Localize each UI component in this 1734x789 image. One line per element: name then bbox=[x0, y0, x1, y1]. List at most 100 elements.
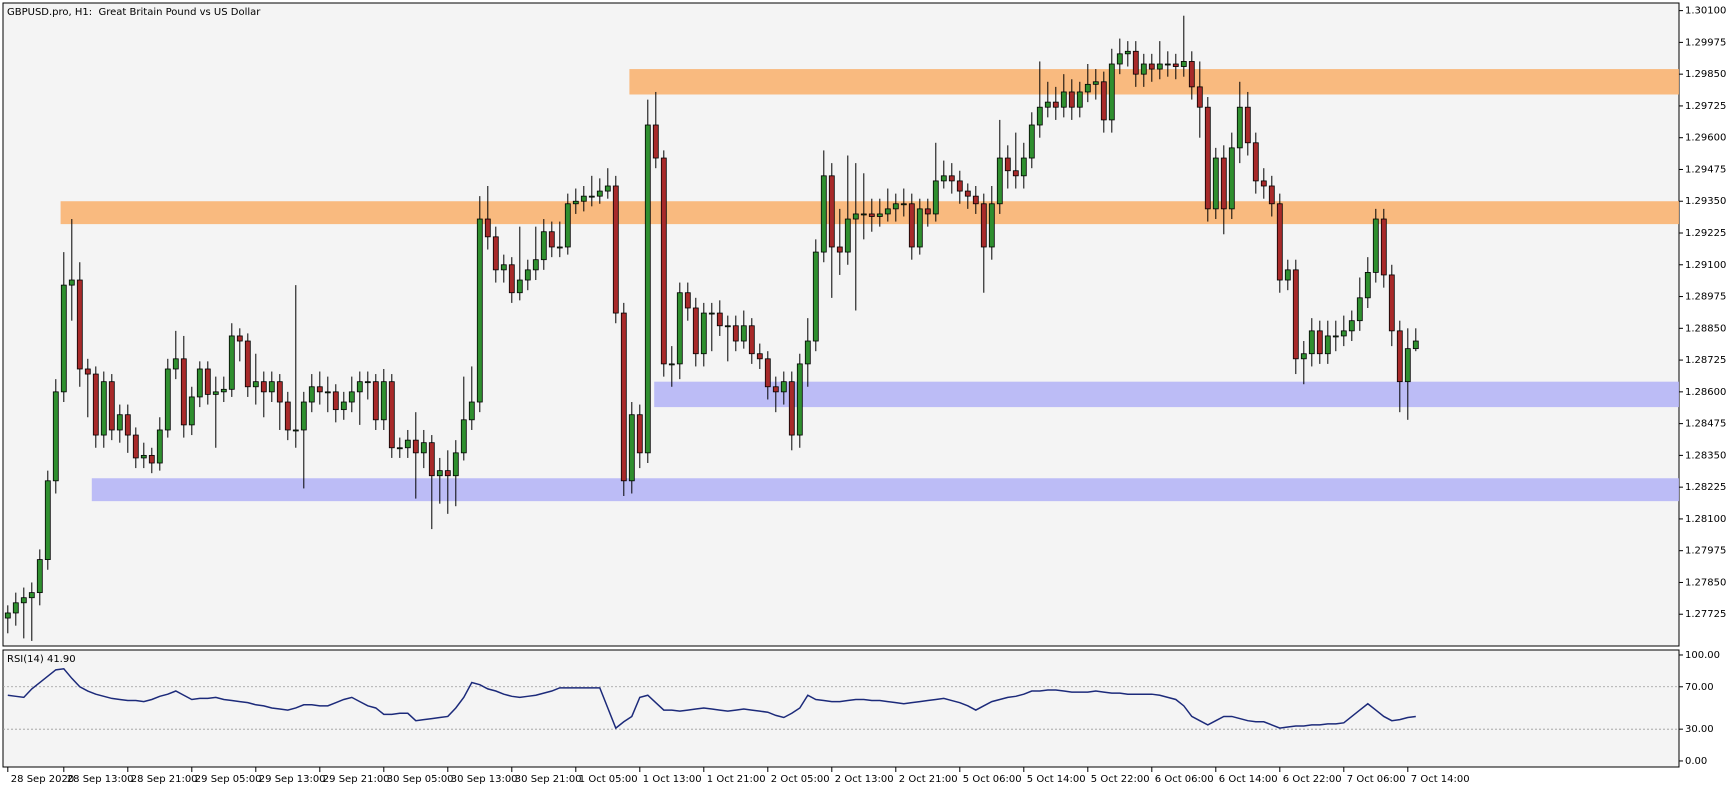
candle-body bbox=[108, 381, 115, 431]
candle-body bbox=[164, 368, 171, 431]
x-tick-label: 6 Oct 14:00 bbox=[1219, 774, 1278, 785]
candle-body bbox=[356, 381, 363, 393]
candle-body bbox=[172, 358, 179, 370]
candle-body bbox=[1140, 63, 1147, 75]
y-tick-label: 1.29975 bbox=[1685, 37, 1726, 48]
candle-body bbox=[604, 185, 611, 192]
candle-body bbox=[700, 312, 707, 355]
candle-body bbox=[588, 195, 595, 198]
candle-body bbox=[1012, 170, 1019, 177]
candle-body bbox=[548, 231, 555, 248]
candle-body bbox=[540, 231, 547, 261]
candle-body bbox=[1220, 157, 1227, 210]
candle-body bbox=[484, 218, 491, 238]
x-tick-label: 7 Oct 06:00 bbox=[1347, 774, 1406, 785]
candle-body bbox=[236, 335, 243, 342]
x-tick-label: 29 Sep 13:00 bbox=[259, 774, 326, 785]
candle-body bbox=[68, 279, 75, 286]
candle-body bbox=[20, 597, 27, 604]
x-tick-label: 1 Oct 21:00 bbox=[707, 774, 766, 785]
candle-body bbox=[364, 381, 371, 384]
candle-body bbox=[948, 175, 955, 182]
candle-body bbox=[764, 358, 771, 388]
y-tick-label: 1.29225 bbox=[1685, 228, 1726, 239]
candle-body bbox=[1132, 50, 1139, 75]
rsi-plot bbox=[3, 667, 1679, 730]
candle-body bbox=[36, 559, 43, 594]
candle-body bbox=[412, 439, 419, 454]
candle-body bbox=[92, 373, 99, 436]
zones bbox=[60, 69, 1680, 502]
candle-body bbox=[1316, 330, 1323, 355]
candle-body bbox=[140, 454, 147, 459]
y-tick-label: 1.29475 bbox=[1685, 164, 1726, 175]
axes: 1.30100 1.29975 1.29850 1.29725 1.29600 1.294… bbox=[7, 6, 1726, 785]
candle-body bbox=[316, 386, 323, 393]
zone bbox=[629, 69, 1679, 95]
candle-body bbox=[940, 175, 947, 182]
candle-body bbox=[276, 381, 283, 403]
candle-body bbox=[1044, 101, 1051, 108]
candle-body bbox=[820, 175, 827, 253]
y-tick-label: 1.28100 bbox=[1685, 514, 1726, 525]
candle-body bbox=[1020, 157, 1027, 177]
candle-body bbox=[676, 292, 683, 365]
candle-body bbox=[708, 312, 715, 315]
candle-body bbox=[828, 175, 835, 248]
candle-body bbox=[1180, 61, 1187, 67]
x-tick-label: 6 Oct 06:00 bbox=[1155, 774, 1214, 785]
x-tick-label: 29 Sep 21:00 bbox=[323, 774, 390, 785]
candle-body bbox=[964, 190, 971, 197]
candle-body bbox=[844, 218, 851, 253]
x-tick-label: 5 Oct 06:00 bbox=[963, 774, 1022, 785]
y-tick-label: 1.29350 bbox=[1685, 196, 1726, 207]
candle-body bbox=[796, 363, 803, 436]
candle-body bbox=[1124, 50, 1131, 55]
candle-body bbox=[380, 381, 387, 421]
candle-body bbox=[612, 185, 619, 314]
candle-body bbox=[212, 391, 219, 395]
candle-body bbox=[1340, 330, 1347, 337]
candle-body bbox=[308, 386, 315, 403]
candle-body bbox=[1228, 147, 1235, 210]
candle-body bbox=[1412, 340, 1419, 350]
candle-body bbox=[84, 368, 91, 375]
y-tick-label: 1.28475 bbox=[1685, 419, 1726, 430]
y-tick-label: 30.00 bbox=[1685, 724, 1714, 735]
x-tick-label: 1 Oct 13:00 bbox=[643, 774, 702, 785]
candle-body bbox=[684, 292, 691, 309]
candle-body bbox=[732, 325, 739, 342]
candle-body bbox=[404, 439, 411, 449]
candle-body bbox=[1292, 269, 1299, 360]
x-tick-label: 30 Sep 05:00 bbox=[387, 774, 454, 785]
candle-body bbox=[452, 452, 459, 477]
y-tick-label: 0.00 bbox=[1685, 756, 1707, 767]
candle-body bbox=[1252, 142, 1259, 182]
candle-body bbox=[1052, 101, 1059, 108]
candle-body bbox=[4, 612, 11, 619]
y-tick-label: 1.27725 bbox=[1685, 609, 1726, 620]
candle-body bbox=[220, 388, 227, 393]
candle-body bbox=[508, 264, 515, 294]
candle-body bbox=[900, 203, 907, 206]
candle-body bbox=[188, 396, 195, 426]
candle-body bbox=[1236, 106, 1243, 149]
x-tick-label: 30 Sep 13:00 bbox=[451, 774, 518, 785]
x-tick-label: 2 Oct 05:00 bbox=[771, 774, 830, 785]
candle-body bbox=[284, 401, 291, 431]
zone bbox=[60, 201, 1680, 225]
candle-body bbox=[524, 269, 531, 281]
candle-body bbox=[1268, 185, 1275, 205]
candle-body bbox=[716, 312, 723, 327]
candle-body bbox=[1372, 218, 1379, 273]
y-tick-label: 100.00 bbox=[1685, 650, 1720, 661]
candle-body bbox=[860, 213, 867, 216]
candle-body bbox=[492, 236, 499, 271]
candle-body bbox=[76, 279, 83, 370]
candle-body bbox=[772, 386, 779, 393]
candle-body bbox=[268, 381, 275, 393]
candle-body bbox=[1356, 297, 1363, 322]
candle-body bbox=[1100, 81, 1107, 121]
